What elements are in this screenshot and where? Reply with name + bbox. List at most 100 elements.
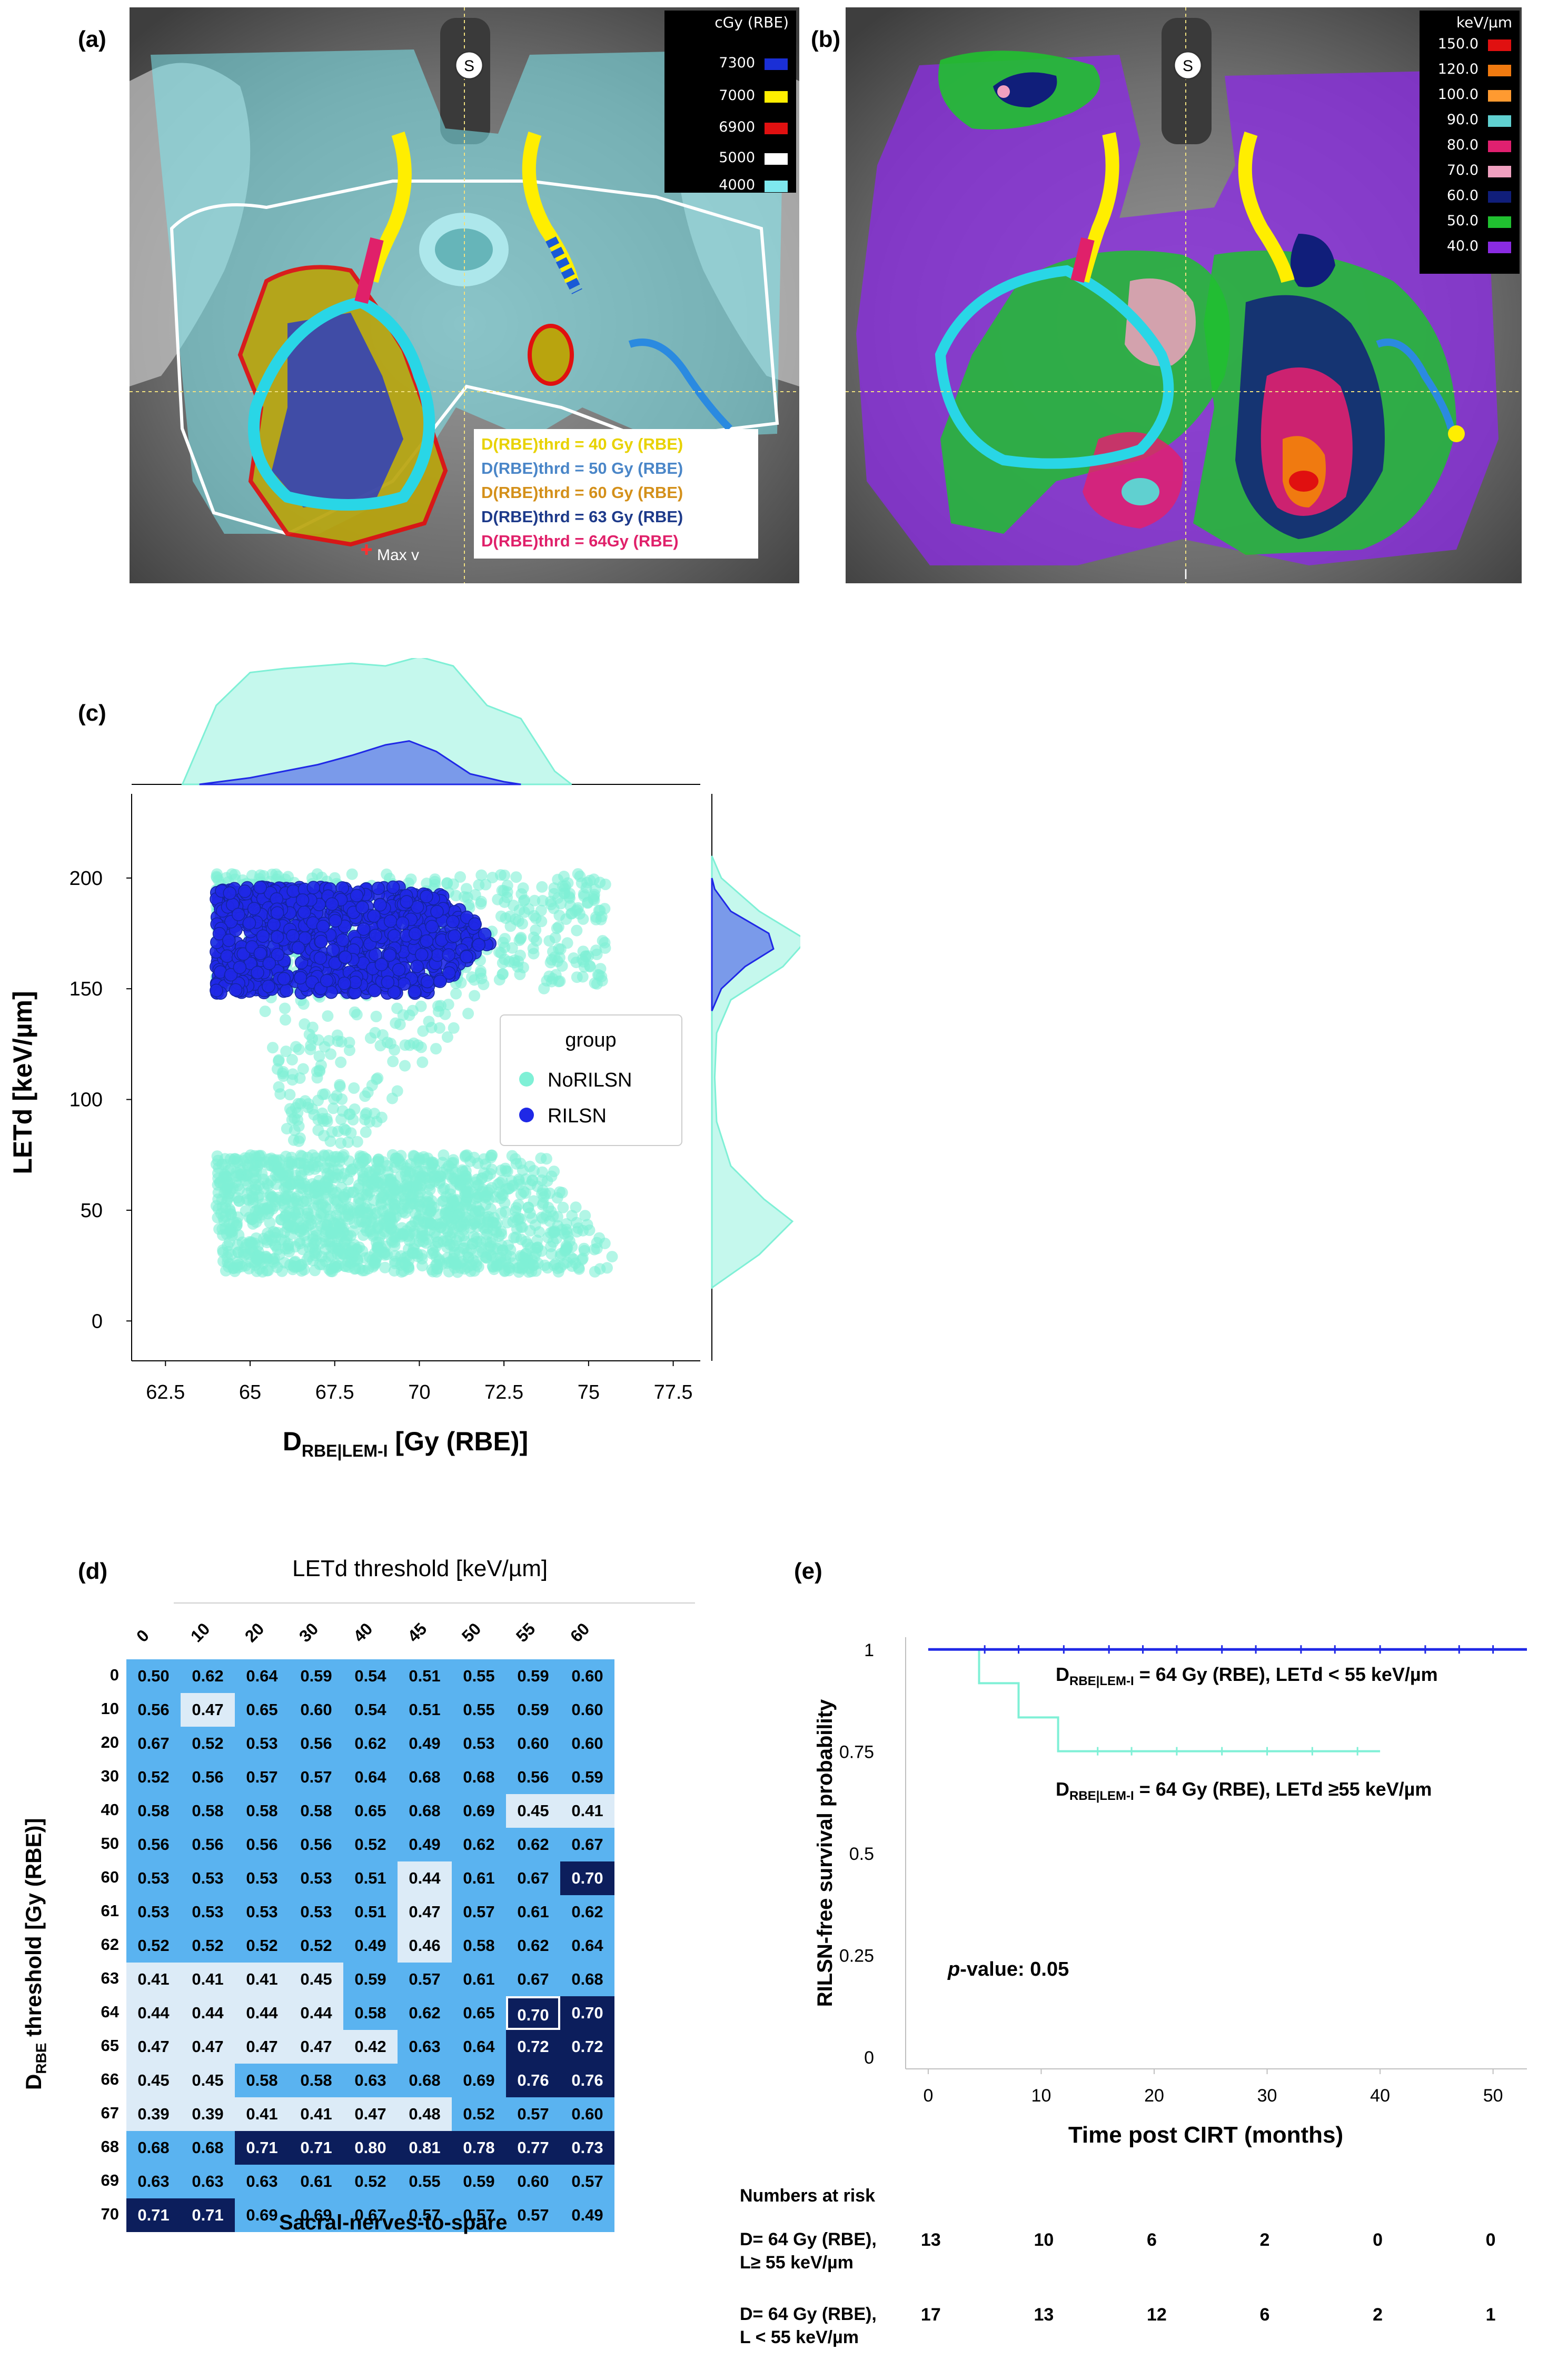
- scatter-point-NoRILSN: [434, 1221, 446, 1233]
- scatter-point-NoRILSN: [281, 1123, 293, 1134]
- scatter-point-NoRILSN: [269, 1232, 281, 1244]
- km-x-tick-label: 40: [1370, 2086, 1390, 2106]
- scatter-point-NoRILSN: [293, 1135, 305, 1147]
- scatter-point-NoRILSN: [328, 1102, 339, 1114]
- scatter-point-RILSN: [328, 956, 342, 970]
- heatmap-cell: 0.59: [506, 1659, 560, 1693]
- scatter-point-NoRILSN: [487, 1261, 499, 1273]
- scatter-point-NoRILSN: [568, 952, 580, 964]
- heatmap-xlabel: Sacral-nerves-to-spare: [279, 2211, 508, 2234]
- scatter-point-NoRILSN: [348, 1082, 360, 1094]
- scatter-point-NoRILSN: [471, 1221, 483, 1233]
- scatter-point-NoRILSN: [351, 1136, 363, 1148]
- heatmap-cell: 0.44: [235, 1996, 289, 2030]
- scatter-point-NoRILSN: [246, 1212, 258, 1224]
- scatter-point-NoRILSN: [231, 1219, 243, 1231]
- heatmap-cell: 0.49: [398, 1727, 452, 1760]
- heatmap-cell: 0.59: [452, 2165, 506, 2198]
- heatmap-cell: 0.67: [126, 1727, 181, 1760]
- heatmap-cell: 0.59: [289, 1659, 343, 1693]
- scatter-point-NoRILSN: [273, 1054, 285, 1066]
- scatter-point-RILSN: [313, 951, 328, 965]
- scatter-point-RILSN: [247, 902, 261, 915]
- heatmap-cell: 0.60: [506, 1727, 560, 1760]
- risk-row-1-line2: L≥ 55 keV/µm: [740, 2253, 854, 2273]
- heatmap-col-label: 50: [458, 1619, 485, 1646]
- bottom-marker-b: I: [1184, 566, 1188, 582]
- scatter-point-NoRILSN: [359, 1113, 371, 1126]
- scatter-point-NoRILSN: [309, 1264, 321, 1277]
- heatmap-cell: 0.60: [560, 1727, 614, 1760]
- colorbar-b: keV/µm 150.0 120.0 100.0 90.0 80.0 70.0 …: [1420, 11, 1520, 274]
- legend-a-item-3: D(RBE)thrd = 63 Gy (RBE): [481, 507, 683, 526]
- scatter-point-NoRILSN: [223, 1236, 235, 1248]
- scatter-y-label: LETd [keV/µm]: [8, 991, 37, 1174]
- heatmap-cell: 0.53: [126, 1861, 181, 1895]
- heatmap-cell: 0.65: [343, 1794, 398, 1828]
- scatter-point-NoRILSN: [548, 1226, 560, 1238]
- scatter-point-NoRILSN: [401, 1186, 413, 1198]
- scatter-point-RILSN: [373, 898, 387, 912]
- scatter-point-NoRILSN: [462, 1186, 474, 1198]
- scatter-point-NoRILSN: [532, 1257, 544, 1269]
- orientation-marker-a: S: [464, 57, 474, 75]
- scatter-point-NoRILSN: [382, 1221, 394, 1233]
- scatter-point-NoRILSN: [221, 1183, 233, 1195]
- scatter-point-NoRILSN: [379, 1261, 391, 1273]
- heatmap-cell: 0.41: [126, 1963, 181, 1996]
- heatmap-col-label: 20: [241, 1619, 268, 1646]
- heatmap-cell: 0.68: [560, 1963, 614, 1996]
- scatter-point-NoRILSN: [351, 1253, 363, 1265]
- scatter-point-RILSN: [232, 908, 245, 921]
- km-x-label: Time post CIRT (months): [1068, 2122, 1343, 2148]
- scatter-point-NoRILSN: [571, 1226, 583, 1238]
- scatter-point-NoRILSN: [304, 1242, 315, 1254]
- risk-row-2-line1: D= 64 Gy (RBE),: [740, 2304, 877, 2324]
- scatter-point-NoRILSN: [454, 871, 466, 883]
- heatmap-cell: 0.57: [452, 1895, 506, 1929]
- scatter-x-label: DRBE|LEM-I [Gy (RBE)]: [283, 1427, 528, 1460]
- scatter-point-RILSN: [271, 948, 285, 962]
- x-tick-label: 62.5: [146, 1381, 185, 1403]
- heatmap-cell: 0.77: [506, 2131, 560, 2165]
- scatter-point-NoRILSN: [480, 1251, 492, 1263]
- heatmap-cell: 0.47: [398, 1895, 452, 1929]
- scatter-point-NoRILSN: [527, 942, 539, 954]
- heatmap-row-label: 65: [101, 2036, 119, 2055]
- heatmap-cell: 0.68: [398, 2064, 452, 2097]
- km-x-tick-label: 50: [1483, 2086, 1503, 2106]
- scatter-point-NoRILSN: [425, 1204, 437, 1217]
- scatter-point-NoRILSN: [313, 1179, 325, 1191]
- scatter-point-NoRILSN: [518, 961, 529, 973]
- scatter-point-RILSN: [395, 916, 410, 930]
- scatter-point-NoRILSN: [580, 950, 592, 962]
- scatter-point-RILSN: [369, 929, 382, 942]
- colorbar-a-row-2: 6900: [664, 119, 796, 135]
- heatmap-cell: 0.47: [181, 1693, 235, 1727]
- heatmap-cell: 0.68: [398, 1794, 452, 1828]
- km-y-tick-label: 0.5: [849, 1844, 874, 1864]
- legend-label-RILSN: RILSN: [548, 1105, 607, 1127]
- heatmap-cell: 0.52: [126, 1760, 181, 1794]
- heatmap-cell: 0.52: [126, 1929, 181, 1963]
- scatter-point-RILSN: [410, 959, 424, 973]
- colorbar-b-row-8: 40.0: [1420, 238, 1520, 254]
- colorbar-b-row-7: 50.0: [1420, 213, 1520, 229]
- scatter-point-NoRILSN: [515, 1221, 527, 1233]
- heatmap-row-label: 70: [101, 2205, 119, 2223]
- ct-let-map-b: S I: [846, 7, 1522, 583]
- heatmap-cell: 0.57: [398, 1963, 452, 1996]
- scatter-point-NoRILSN: [272, 1163, 284, 1175]
- scatter-point-NoRILSN: [450, 1167, 461, 1179]
- scatter-point-NoRILSN: [256, 1209, 268, 1221]
- scatter-point-RILSN: [314, 934, 328, 949]
- heatmap-cell: 0.58: [126, 1794, 181, 1828]
- scatter-point-NoRILSN: [345, 1127, 357, 1139]
- scatter-point-RILSN: [297, 905, 311, 919]
- scatter-point-NoRILSN: [508, 1232, 520, 1244]
- scatter-point-NoRILSN: [378, 1248, 390, 1259]
- scatter-point-NoRILSN: [593, 969, 605, 981]
- heatmap-col-label: 10: [186, 1619, 214, 1646]
- scatter-point-NoRILSN: [356, 1166, 369, 1178]
- scatter-point-NoRILSN: [302, 1098, 314, 1110]
